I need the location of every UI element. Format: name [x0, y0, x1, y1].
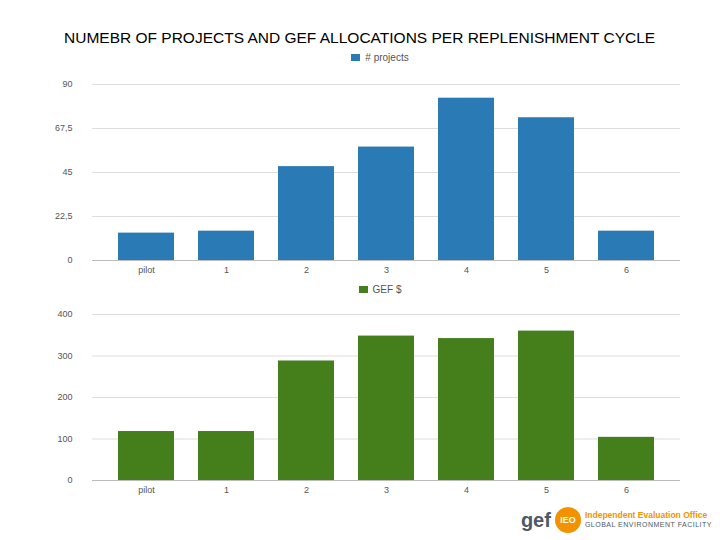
svg-text:3: 3 [384, 485, 389, 495]
svg-text:4: 4 [464, 485, 469, 495]
svg-text:3: 3 [384, 265, 389, 275]
svg-text:5: 5 [544, 485, 549, 495]
svg-text:2: 2 [304, 265, 309, 275]
svg-text:4: 4 [464, 265, 469, 275]
html-text:GLOBAL ENVIRONMENT FACILITY: GLOBAL ENVIRONMENT FACILITY [584, 521, 712, 528]
svg-text:400: 400 [57, 309, 72, 319]
svg-text:5: 5 [544, 265, 549, 275]
html-text:gef: gef [520, 508, 551, 531]
svg-text:0: 0 [67, 255, 72, 265]
svg-text:67,5: 67,5 [55, 123, 73, 133]
html-text:GEF $: GEF $ [372, 283, 402, 295]
svg-text:45: 45 [62, 167, 72, 177]
html-text:IEO: IEO [560, 515, 576, 525]
html-text:Independent Evaluation Office: Independent Evaluation Office [584, 510, 708, 520]
svg-text:0: 0 [67, 475, 72, 485]
svg-text:200: 200 [57, 392, 72, 402]
svg-text:90: 90 [62, 79, 72, 89]
svg-text:6: 6 [624, 485, 629, 495]
svg-text:6: 6 [624, 265, 629, 275]
svg-text:pilot: pilot [138, 265, 155, 275]
svg-text:pilot: pilot [138, 485, 155, 495]
html-text:NUMEBR OF PROJECTS AND GEF ALL: NUMEBR OF PROJECTS AND GEF ALLOCATIONS P… [64, 29, 656, 46]
html-text:# projects: # projects [365, 51, 409, 63]
svg-text:1: 1 [224, 485, 229, 495]
svg-text:100: 100 [57, 434, 72, 444]
svg-text:300: 300 [57, 351, 72, 361]
svg-text:22,5: 22,5 [55, 211, 73, 221]
svg-text:2: 2 [304, 485, 309, 495]
svg-text:1: 1 [224, 265, 229, 275]
